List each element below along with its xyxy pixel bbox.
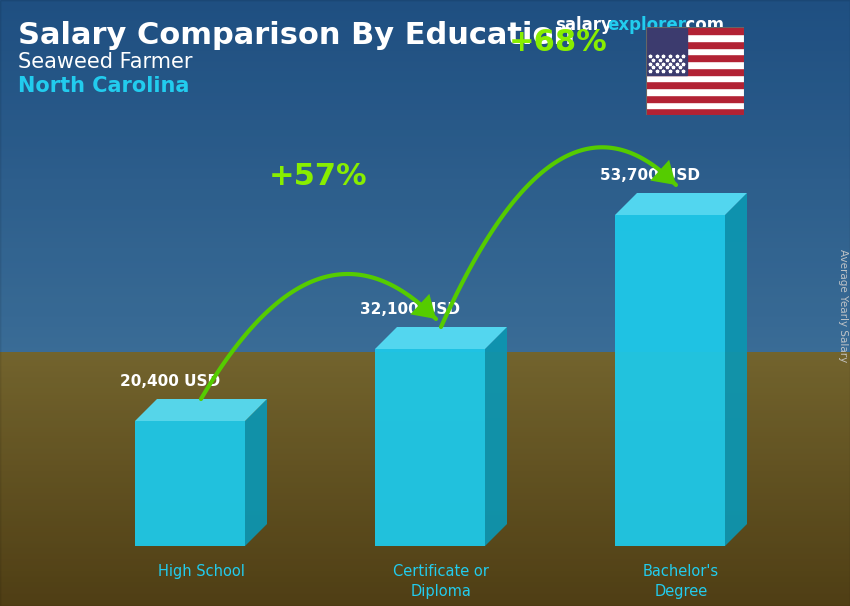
Text: explorer: explorer bbox=[607, 16, 686, 34]
Text: 32,100 USD: 32,100 USD bbox=[360, 302, 460, 317]
Text: 20,400 USD: 20,400 USD bbox=[120, 374, 220, 389]
Bar bbox=[646, 27, 744, 34]
Bar bbox=[646, 81, 744, 88]
Text: salary: salary bbox=[555, 16, 612, 34]
Bar bbox=[646, 75, 744, 81]
Polygon shape bbox=[615, 193, 747, 215]
Polygon shape bbox=[375, 349, 485, 546]
Text: Seaweed Farmer: Seaweed Farmer bbox=[18, 52, 192, 72]
Polygon shape bbox=[615, 215, 725, 546]
Bar bbox=[646, 55, 744, 61]
Bar bbox=[646, 108, 744, 115]
Text: High School: High School bbox=[157, 564, 245, 579]
Polygon shape bbox=[135, 399, 267, 421]
Text: 53,700 USD: 53,700 USD bbox=[600, 168, 700, 183]
Text: Salary Comparison By Education: Salary Comparison By Education bbox=[18, 21, 575, 50]
Text: .com: .com bbox=[679, 16, 724, 34]
Polygon shape bbox=[375, 327, 507, 349]
Polygon shape bbox=[650, 160, 676, 185]
Text: Certificate or
Diploma: Certificate or Diploma bbox=[393, 564, 489, 599]
Text: Average Yearly Salary: Average Yearly Salary bbox=[838, 250, 848, 362]
Bar bbox=[646, 68, 744, 75]
Text: +68%: +68% bbox=[509, 28, 608, 57]
Bar bbox=[646, 47, 744, 55]
Polygon shape bbox=[245, 399, 267, 546]
Bar bbox=[646, 27, 687, 75]
Text: North Carolina: North Carolina bbox=[18, 76, 190, 96]
Bar bbox=[646, 95, 744, 102]
Bar bbox=[646, 34, 744, 41]
Bar bbox=[646, 41, 744, 47]
Text: Bachelor's
Degree: Bachelor's Degree bbox=[643, 564, 719, 599]
Bar bbox=[646, 88, 744, 95]
Polygon shape bbox=[411, 294, 436, 319]
Polygon shape bbox=[725, 193, 747, 546]
Bar bbox=[646, 61, 744, 68]
Text: +57%: +57% bbox=[269, 162, 368, 191]
Polygon shape bbox=[135, 421, 245, 546]
Bar bbox=[646, 102, 744, 108]
Polygon shape bbox=[485, 327, 507, 546]
